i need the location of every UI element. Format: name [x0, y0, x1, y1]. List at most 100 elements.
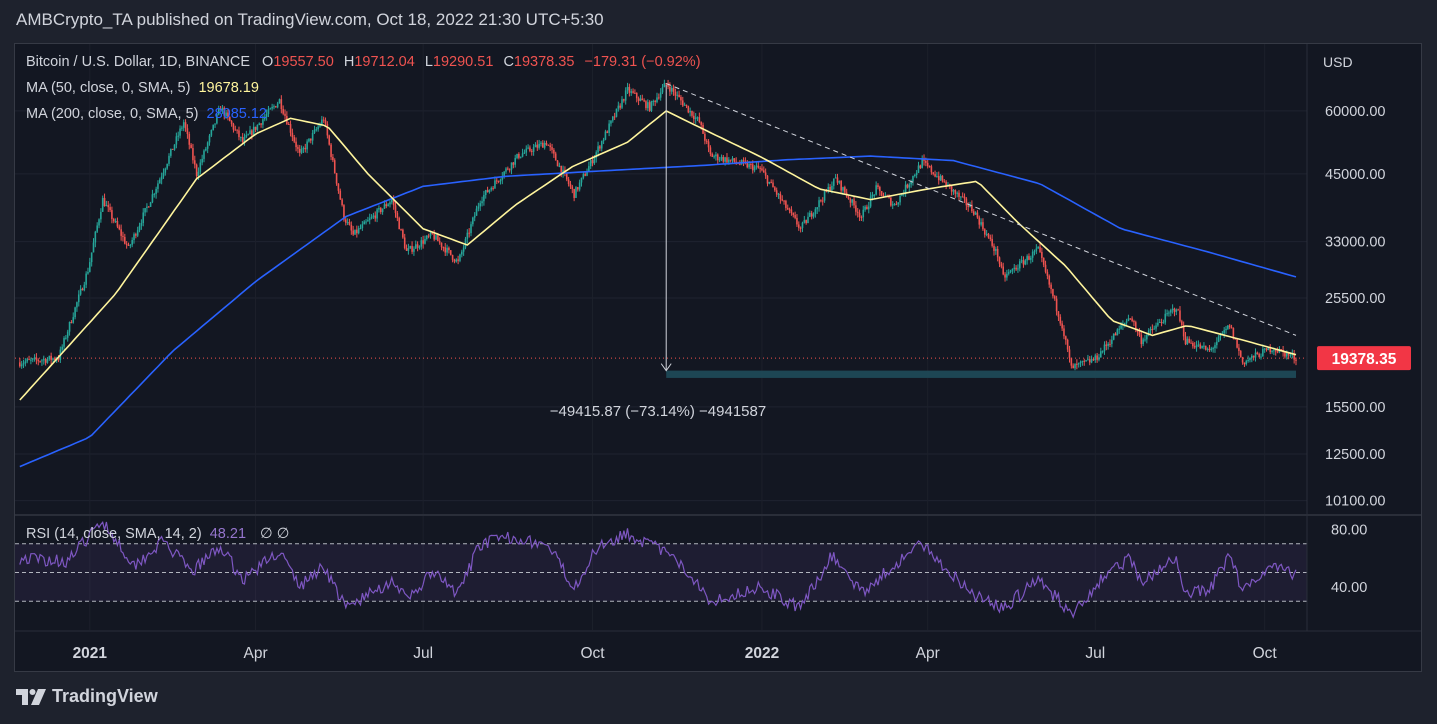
ma200-legend[interactable]: MA (200, close, 0, SMA, 5) 28085.12	[26, 106, 267, 122]
candle-body	[420, 240, 423, 247]
candle-body	[289, 124, 292, 133]
candle	[100, 208, 102, 223]
candle-body	[236, 129, 238, 131]
candle-body	[809, 212, 811, 217]
candle-body	[678, 94, 680, 98]
candle-body	[1114, 333, 1117, 336]
candle-body	[302, 147, 305, 149]
candle-body	[193, 160, 196, 165]
candle	[542, 140, 544, 148]
candle-body	[127, 244, 130, 246]
axes: USD 60000.00 45000.00 33000.00 25500.00 15500…	[15, 44, 1421, 662]
tradingview-brand[interactable]: TradingView	[16, 686, 158, 707]
candle	[783, 200, 785, 205]
candle	[166, 163, 168, 170]
candle	[337, 183, 340, 194]
candle	[715, 151, 717, 161]
candle-body	[534, 144, 537, 148]
candle-body	[135, 234, 137, 236]
candle	[184, 119, 187, 132]
candle-body	[151, 194, 154, 203]
candle-body	[525, 148, 528, 153]
candle	[809, 210, 811, 218]
candle	[287, 121, 290, 126]
candle	[1017, 264, 1019, 273]
candle-body	[1267, 347, 1270, 351]
candle	[289, 120, 292, 137]
candle-body	[475, 208, 478, 216]
candle-body	[821, 200, 824, 202]
candle-body	[153, 193, 156, 195]
candle	[262, 115, 264, 129]
candle	[1271, 349, 1273, 354]
candle	[879, 185, 881, 196]
candle-body	[1287, 352, 1290, 356]
chart-frame[interactable]: −49415.87 (−73.14%) −4941587 USD 60000.00…	[14, 43, 1422, 672]
candle-body	[910, 181, 912, 185]
candle	[494, 176, 496, 189]
candle-body	[376, 209, 378, 219]
candle-body	[956, 192, 958, 194]
candle	[722, 155, 725, 165]
candle-body	[810, 212, 813, 217]
candle	[72, 312, 75, 324]
ma50-legend[interactable]: MA (50, close, 0, SMA, 5) 19678.19	[26, 80, 259, 96]
candle	[1100, 347, 1102, 358]
candle	[643, 98, 645, 103]
candle	[606, 130, 609, 134]
candle-body	[383, 204, 386, 209]
candle-body	[869, 196, 872, 207]
candle-body	[746, 162, 749, 168]
candle	[521, 148, 524, 158]
candle	[368, 213, 371, 225]
candle-body	[335, 173, 338, 184]
candle-body	[667, 83, 669, 87]
candle	[689, 107, 691, 117]
candle	[971, 200, 973, 213]
candle	[1245, 359, 1248, 366]
candle	[344, 216, 347, 226]
candle	[672, 84, 675, 96]
candle-body	[803, 220, 806, 223]
candle-body	[68, 322, 71, 332]
candle-body	[448, 247, 450, 251]
candle	[937, 171, 940, 185]
candle-body	[630, 91, 633, 93]
candle-body	[499, 179, 502, 182]
candle-body	[1142, 339, 1144, 345]
candle-body	[464, 238, 467, 248]
grid	[15, 44, 1307, 630]
price-tag-label: 19378.35	[1332, 351, 1397, 368]
candle-body	[781, 199, 784, 201]
candle	[534, 142, 537, 148]
candle-body	[965, 198, 968, 206]
candle	[414, 240, 417, 249]
candle-body	[398, 218, 400, 230]
candle-body	[457, 259, 459, 261]
candle	[315, 127, 318, 132]
candle-body	[442, 247, 445, 249]
chart-svg[interactable]: −49415.87 (−73.14%) −4941587 USD 60000.00…	[15, 44, 1421, 671]
candle-body	[330, 144, 332, 158]
candle-body	[1147, 330, 1150, 335]
candle-body	[709, 147, 712, 154]
candle	[1160, 318, 1163, 327]
candle	[519, 156, 522, 159]
candle	[1111, 335, 1113, 348]
candle	[153, 192, 156, 198]
candle-body	[593, 157, 596, 164]
candle-body	[807, 216, 809, 224]
candle-body	[1134, 322, 1137, 330]
candle	[1140, 330, 1143, 348]
candle	[199, 159, 202, 175]
candle-body	[689, 110, 691, 113]
candle-body	[1098, 357, 1100, 360]
candle	[472, 216, 474, 227]
candle-body	[1269, 347, 1272, 353]
candle-body	[969, 204, 971, 207]
candle	[311, 129, 314, 145]
rsi-legend[interactable]: RSI (14, close, SMA, 14, 2) 48.21 ∅ ∅	[26, 526, 289, 542]
candle	[379, 206, 382, 215]
candle	[790, 206, 793, 216]
candle-body	[663, 83, 666, 88]
